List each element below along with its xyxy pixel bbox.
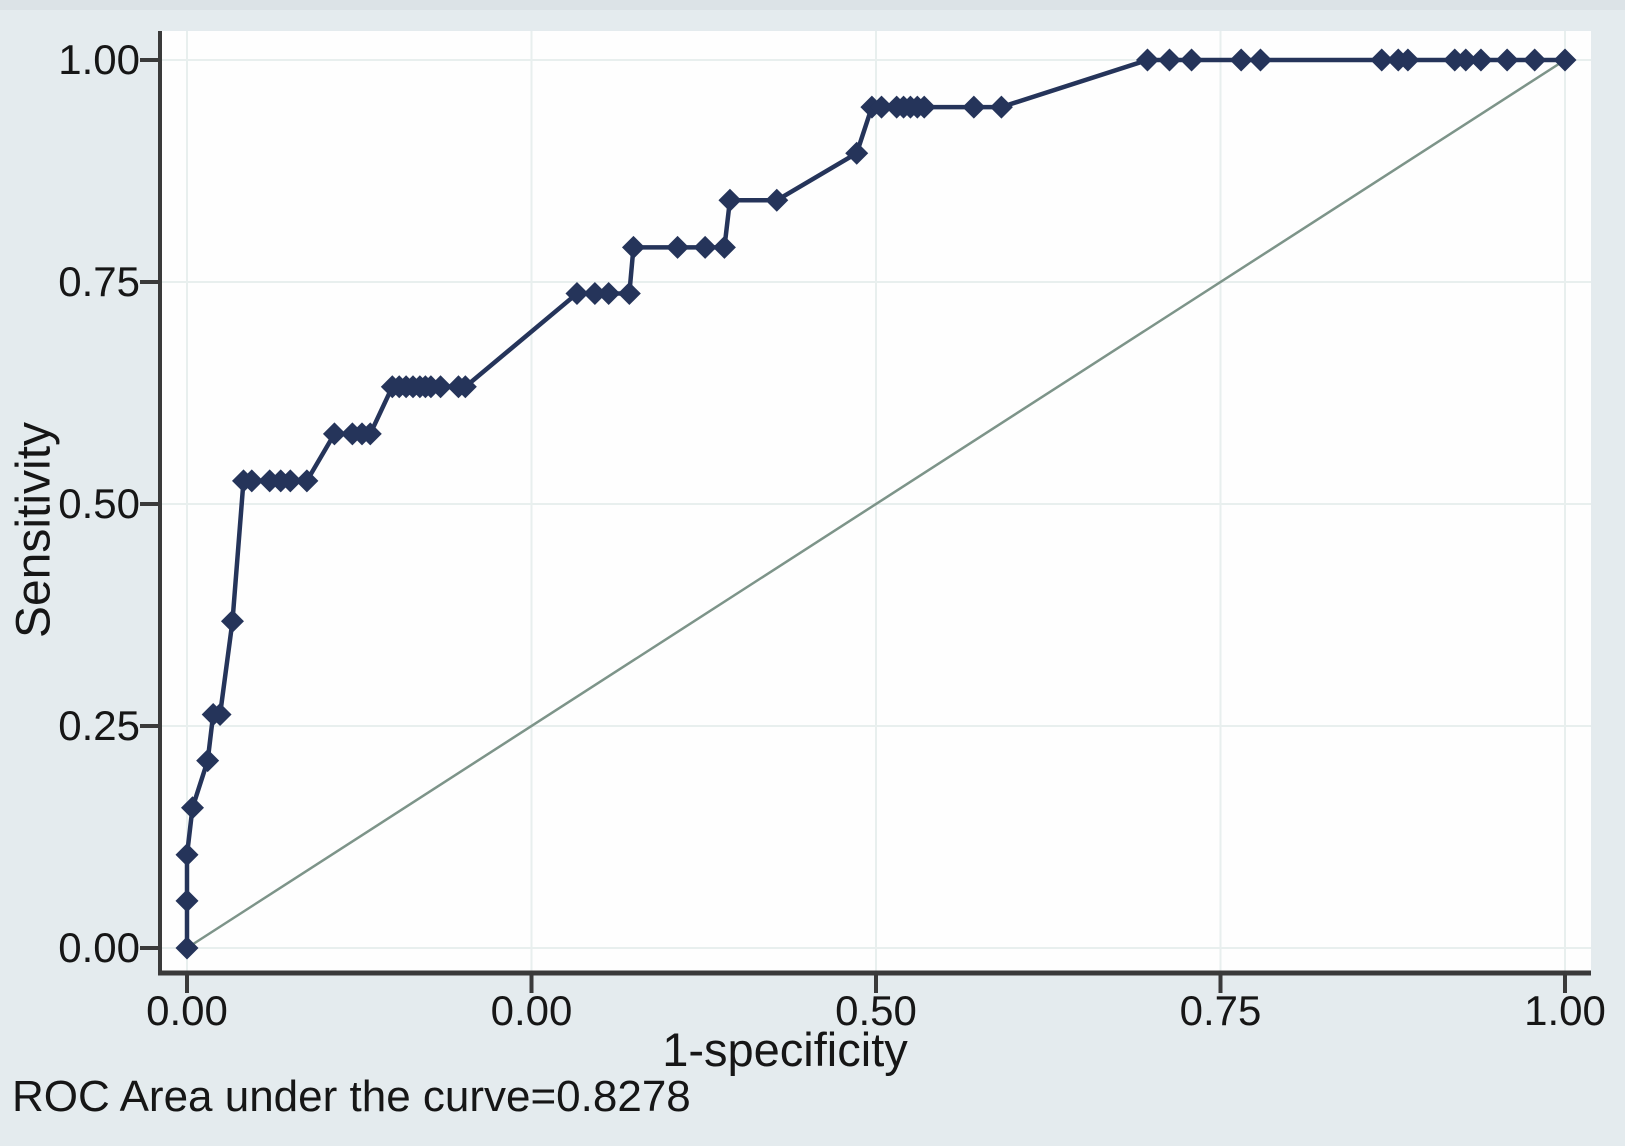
roc-data-point <box>1396 48 1420 72</box>
roc-data-point <box>912 95 936 119</box>
roc-data-point <box>617 282 641 306</box>
y-tick-label: 1.00 <box>58 36 140 83</box>
roc-data-point <box>1370 48 1394 72</box>
roc-data-point <box>1135 48 1159 72</box>
roc-data-point <box>1495 48 1519 72</box>
top-border-strip <box>0 0 1625 10</box>
x-tick-label: 0.75 <box>1179 987 1262 1034</box>
roc-data-point <box>220 609 244 633</box>
roc-data-point <box>712 235 736 259</box>
roc-data-point <box>845 141 869 165</box>
roc-data-point <box>358 422 382 446</box>
y-tick-label: 0.75 <box>58 258 140 305</box>
roc-data-point <box>693 235 717 259</box>
roc-data-point <box>295 469 319 493</box>
roc-data-point <box>583 282 607 306</box>
roc-data-point <box>181 796 205 820</box>
roc-data-point <box>278 469 302 493</box>
roc-data-point <box>175 889 199 913</box>
roc-data-point <box>870 95 894 119</box>
roc-data-point <box>453 375 477 399</box>
roc-data-point <box>666 235 690 259</box>
roc-data-point <box>1454 48 1478 72</box>
roc-data-point <box>1553 48 1577 72</box>
roc-data-point <box>962 95 986 119</box>
reference-diagonal-line <box>186 58 1566 950</box>
roc-data-point <box>597 282 621 306</box>
roc-data-point <box>1523 48 1547 72</box>
roc-data-point <box>208 702 232 726</box>
y-tick-label: 0.50 <box>58 480 140 527</box>
y-tick-label: 0.00 <box>58 924 140 971</box>
roc-data-point <box>1229 48 1253 72</box>
roc-data-point <box>621 235 645 259</box>
roc-data-point <box>1158 48 1182 72</box>
x-tick-label: 0.00 <box>490 987 573 1034</box>
x-tick-label: 0.50 <box>835 987 917 1034</box>
roc-data-point <box>175 936 199 960</box>
roc-data-point <box>196 749 220 773</box>
auc-annotation: ROC Area under the curve=0.8278 <box>12 1072 691 1121</box>
roc-data-point <box>322 422 346 446</box>
roc-data-point <box>765 188 789 212</box>
roc-data-point <box>989 95 1013 119</box>
roc-data-point <box>429 375 453 399</box>
y-tick-label: 0.25 <box>58 702 140 749</box>
roc-data-point <box>1180 48 1204 72</box>
x-tick-label: 1.00 <box>1524 987 1606 1034</box>
roc-data-point <box>240 469 264 493</box>
roc-data-point <box>565 282 589 306</box>
roc-data-point <box>1469 48 1493 72</box>
x-axis-title: 1-specificity <box>662 1023 908 1076</box>
roc-data-point <box>175 843 199 867</box>
roc-data-point <box>1248 48 1272 72</box>
y-axis-title: Sensitivity <box>7 421 61 639</box>
x-tick-label: 0.00 <box>146 987 228 1034</box>
roc-data-point <box>718 188 742 212</box>
